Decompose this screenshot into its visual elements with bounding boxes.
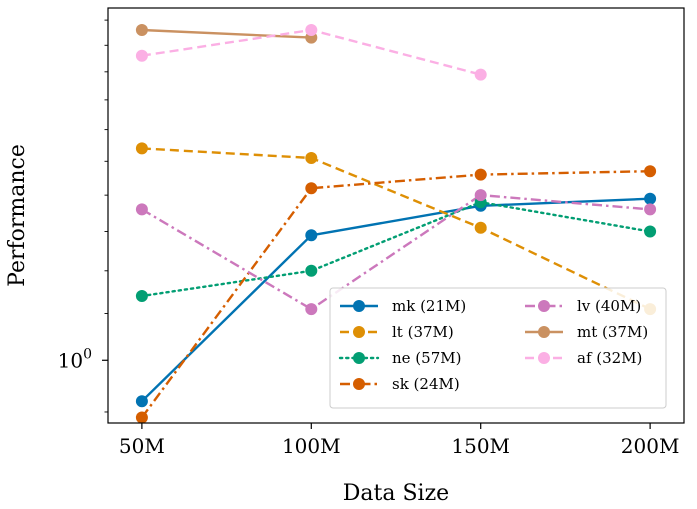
y-axis-label: Performance <box>5 144 30 287</box>
legend-item-3: sk (24M) <box>340 375 460 393</box>
series-line-4 <box>141 193 651 311</box>
legend-label-1: lt (37M) <box>392 323 454 341</box>
data-point-2-0 <box>135 290 148 302</box>
data-point-5-0 <box>135 24 148 36</box>
data-point-0-0 <box>135 395 148 408</box>
data-point-4-1 <box>305 303 318 316</box>
data-point-1-2 <box>474 221 487 234</box>
data-point-4-2 <box>474 189 487 202</box>
data-point-2-1 <box>305 264 318 277</box>
legend-marker-0 <box>353 300 365 312</box>
x-tick-label-3: 200M <box>621 434 680 458</box>
y-axis-ticks: 100 <box>58 19 108 413</box>
legend-label-5: mt (37M) <box>577 323 648 341</box>
legend-item-2: ne (57M) <box>338 349 461 367</box>
x-tick-label-1: 100M <box>282 434 341 458</box>
data-point-0-3 <box>644 192 657 205</box>
x-axis-ticks: 50M 100M 150M 200M <box>119 423 680 458</box>
data-point-1-1 <box>305 152 318 164</box>
series-line-2 <box>140 200 652 298</box>
data-point-6-0 <box>135 49 148 62</box>
plot-lines <box>140 28 652 419</box>
legend-box <box>329 287 667 409</box>
legend-item-0: mk (21M) <box>340 297 466 315</box>
plot-markers <box>135 24 657 424</box>
legend-marker-4 <box>538 300 550 312</box>
legend-marker-3 <box>353 378 365 390</box>
series-line-5 <box>141 28 312 39</box>
data-point-3-3 <box>644 165 657 178</box>
legend-item-4: lv (40M) <box>525 297 641 315</box>
data-point-6-2 <box>474 68 487 81</box>
legend: mk (21M) lt (37M) ne (57M) sk (24M) lv (40M)… <box>329 287 667 409</box>
legend-marker-1 <box>353 326 365 338</box>
x-tick-label-0: 50M <box>119 434 165 458</box>
legend-label-2: ne (57M) <box>392 349 461 367</box>
data-point-3-2 <box>474 168 487 181</box>
data-point-6-1 <box>305 24 318 36</box>
series-line-1 <box>141 147 651 311</box>
data-point-0-1 <box>305 229 318 242</box>
legend-label-4: lv (40M) <box>577 297 641 315</box>
legend-label-3: sk (24M) <box>392 375 460 393</box>
legend-marker-6 <box>538 352 550 364</box>
series-line-3 <box>140 170 651 419</box>
legend-item-6: af (32M) <box>525 349 642 367</box>
legend-marker-5 <box>538 326 550 338</box>
data-point-3-1 <box>305 182 318 195</box>
y-tick-label-0: 100 <box>58 346 92 372</box>
data-point-4-3 <box>644 203 657 216</box>
x-axis-label: Data Size <box>343 481 449 506</box>
legend-item-5: mt (37M) <box>525 323 648 341</box>
x-tick-label-2: 150M <box>451 434 510 458</box>
data-point-1-0 <box>135 142 148 155</box>
data-point-2-3 <box>644 225 657 238</box>
legend-label-0: mk (21M) <box>392 297 466 315</box>
data-point-3-0 <box>135 411 148 424</box>
data-point-4-0 <box>135 203 148 216</box>
plot-frame <box>107 7 685 424</box>
legend-item-1: lt (37M) <box>340 323 454 341</box>
legend-marker-2 <box>353 352 365 364</box>
legend-label-6: af (32M) <box>577 349 642 367</box>
